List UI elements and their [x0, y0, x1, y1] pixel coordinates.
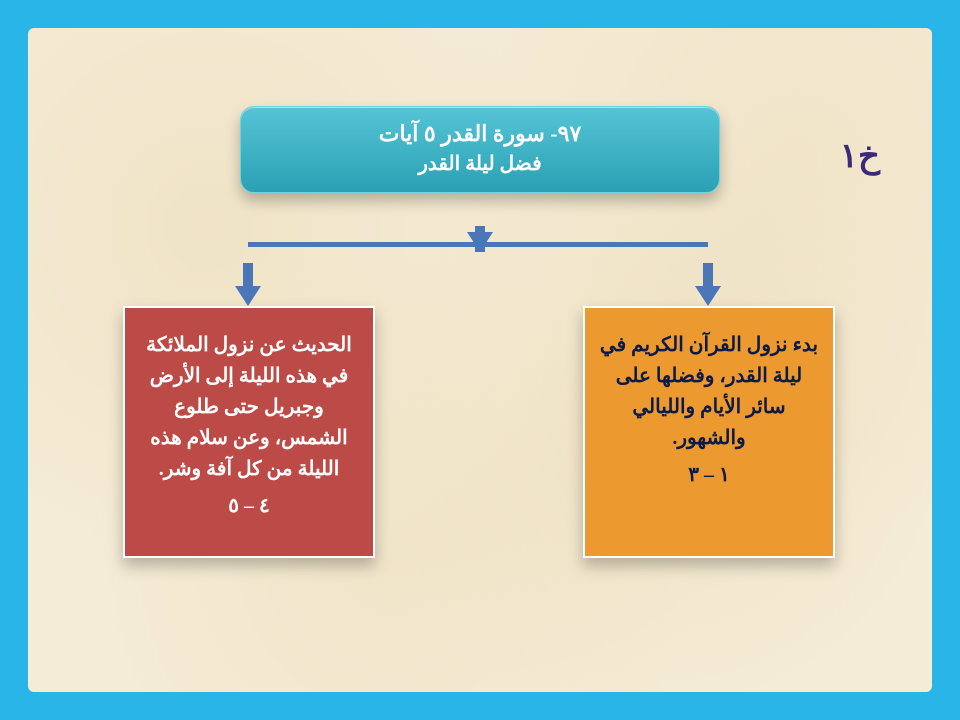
- arrow-down-icon: [235, 286, 261, 306]
- verse-range: ٤ – ٥: [139, 491, 359, 522]
- arrow-down-icon: [695, 286, 721, 306]
- topic-box-1: بدء نزول القرآن الكريم في ليلة القدر، وف…: [583, 306, 835, 558]
- connector-line: [248, 242, 708, 247]
- slide-canvas: خ١ ٩٧- سورة القدر ٥ آيات فضل ليلة القدر …: [28, 28, 932, 692]
- verse-range: ١ – ٣: [599, 460, 819, 491]
- header-box: ٩٧- سورة القدر ٥ آيات فضل ليلة القدر: [240, 106, 720, 193]
- topic-box-2: الحديث عن نزول الملائكة في هذه الليلة إل…: [123, 306, 375, 558]
- corner-label: خ١: [840, 136, 880, 176]
- header-subtitle: فضل ليلة القدر: [251, 150, 709, 178]
- header-title: ٩٧- سورة القدر ٥ آيات: [251, 119, 709, 150]
- topic-text: الحديث عن نزول الملائكة في هذه الليلة إل…: [139, 330, 359, 485]
- topic-text: بدء نزول القرآن الكريم في ليلة القدر، وف…: [599, 330, 819, 454]
